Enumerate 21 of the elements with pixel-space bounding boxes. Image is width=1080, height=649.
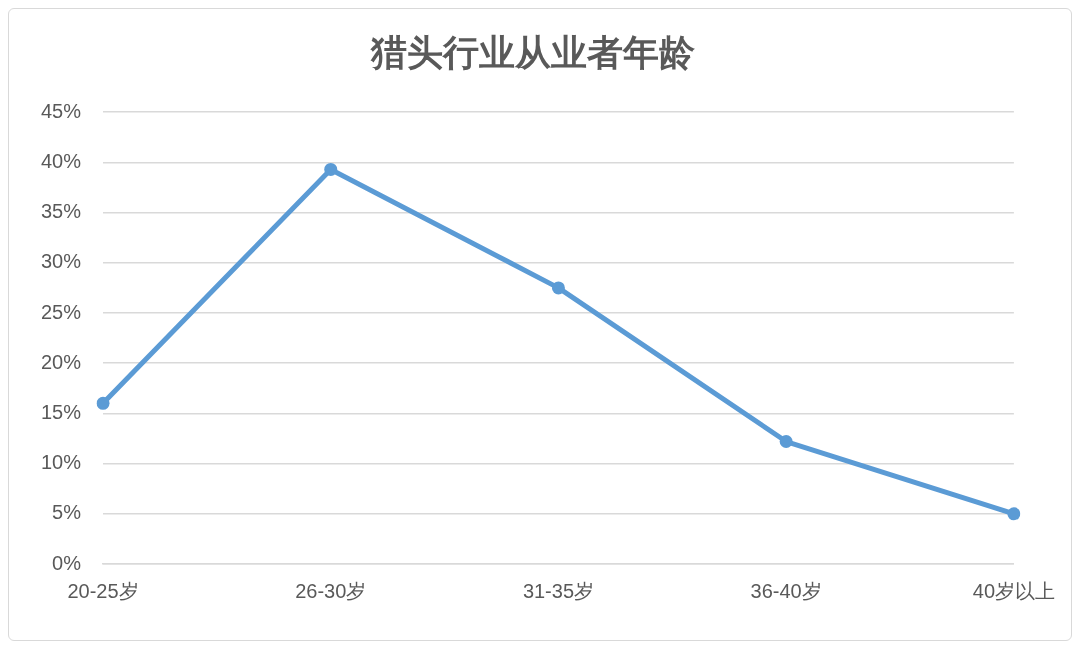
x-tick-label: 26-30岁 [295, 579, 367, 602]
y-tick-label: 25% [41, 300, 82, 323]
x-tick-label: 40岁以上 [972, 579, 1055, 602]
y-tick-label: 40% [41, 149, 82, 172]
y-tick-label: 10% [41, 451, 82, 474]
x-tick-label: 20-25岁 [67, 579, 139, 602]
x-tick-label: 36-40岁 [750, 579, 822, 602]
y-tick-label: 20% [41, 350, 82, 373]
y-tick-label: 0% [52, 551, 82, 574]
point [96, 396, 110, 410]
y-tick-label: 45% [41, 99, 82, 122]
point [1007, 507, 1021, 521]
point [551, 281, 565, 295]
point [779, 435, 793, 449]
chart-title: 猎头行业从业者年龄 [370, 31, 695, 73]
point [324, 162, 338, 176]
y-tick-label: 35% [41, 200, 82, 223]
y-tick-label: 5% [52, 501, 82, 524]
x-tick-label: 31-35岁 [522, 579, 595, 602]
y-tick-label: 30% [41, 250, 82, 273]
y-tick-label: 15% [41, 400, 82, 423]
